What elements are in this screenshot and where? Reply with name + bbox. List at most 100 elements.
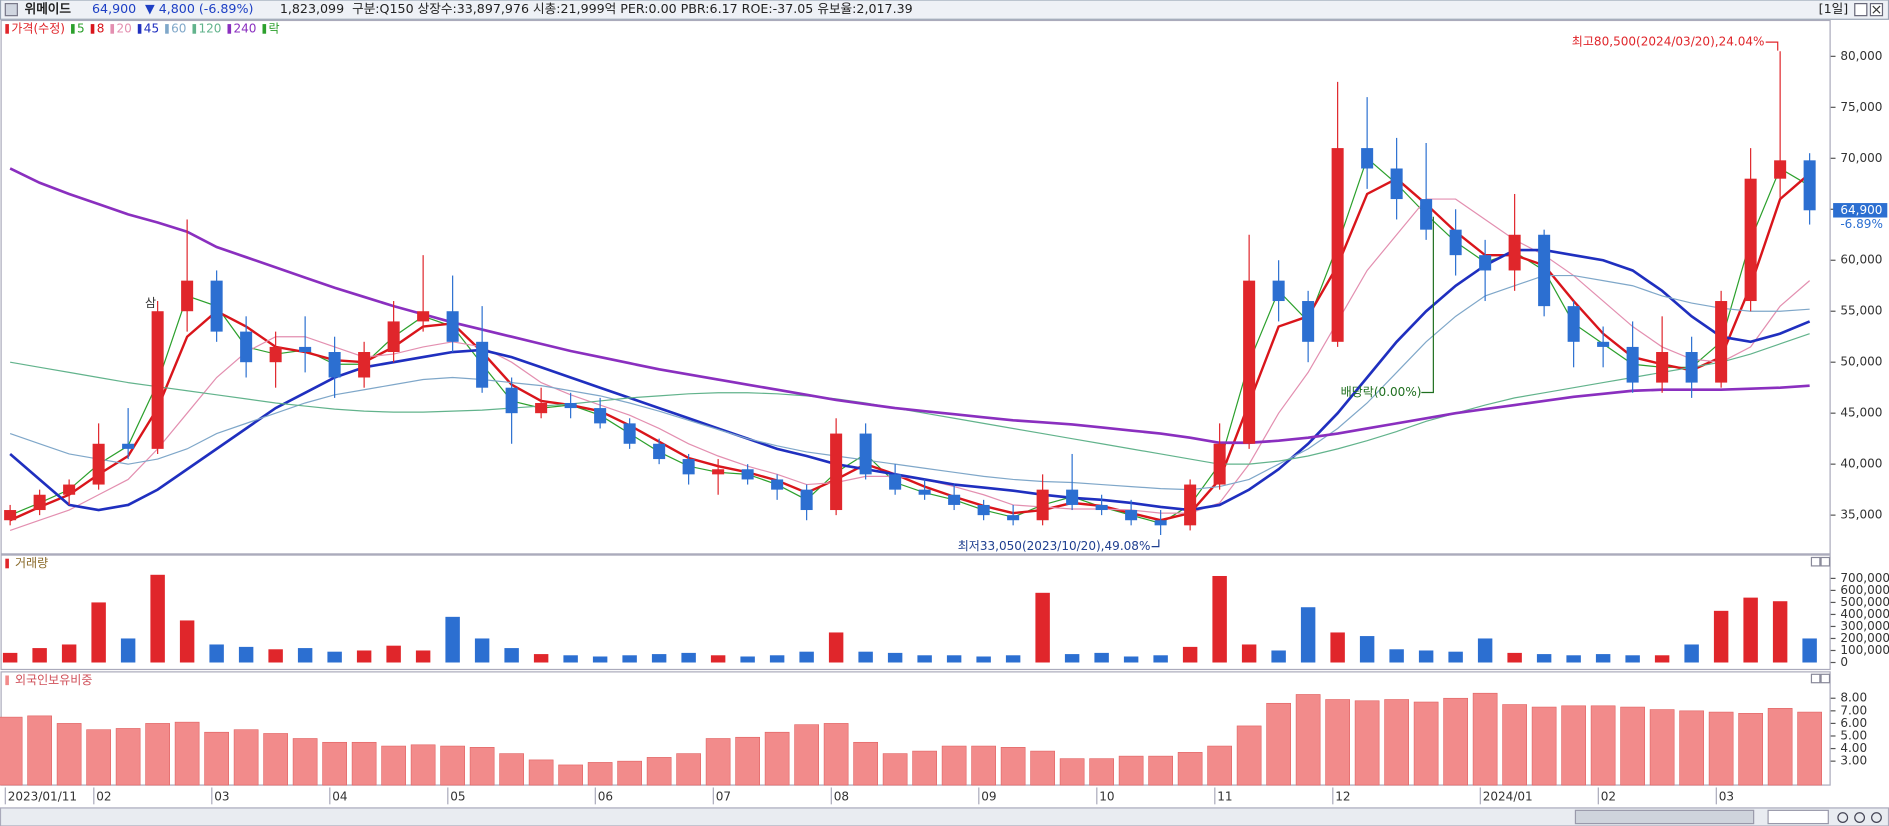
candle-body bbox=[446, 311, 459, 342]
period-button[interactable]: [1일] bbox=[1819, 1, 1849, 16]
scroll-thumb[interactable] bbox=[1574, 809, 1755, 825]
stock-change: ▼ 4,800 (-6.89%) bbox=[145, 1, 253, 16]
legend-label: 120 bbox=[199, 21, 222, 35]
y-tick-label: 40,000 bbox=[1840, 457, 1882, 471]
candle-body bbox=[417, 311, 430, 322]
candle-body bbox=[181, 280, 194, 312]
candle-body bbox=[505, 387, 518, 414]
bar bbox=[0, 716, 23, 786]
stock-info: 구분:Q150 상장수:33,897,976 시총:21,999억 PER:0.… bbox=[352, 1, 913, 16]
y-tick-label: 300,000 bbox=[1840, 619, 1889, 633]
legend-swatch bbox=[262, 24, 267, 34]
candle-body bbox=[328, 352, 341, 378]
y-tick-label: 200,000 bbox=[1840, 631, 1889, 645]
zoom-reset[interactable] bbox=[1871, 812, 1882, 823]
candle-body bbox=[1213, 443, 1226, 485]
bar bbox=[1005, 655, 1021, 663]
legend-swatch bbox=[90, 24, 95, 34]
panel-button[interactable] bbox=[1810, 556, 1821, 567]
bar bbox=[381, 745, 406, 786]
bar bbox=[1241, 644, 1257, 663]
y-tick-label: 4.00 bbox=[1840, 741, 1867, 755]
zoom-out[interactable] bbox=[1837, 812, 1849, 823]
restore-button[interactable] bbox=[1854, 3, 1868, 17]
candle-body bbox=[1243, 280, 1256, 444]
x-tick-label: 09 bbox=[981, 790, 996, 804]
y-tick-label: 3.00 bbox=[1840, 754, 1867, 768]
candle-body bbox=[1538, 234, 1551, 307]
y-tick-label: 80,000 bbox=[1840, 49, 1882, 63]
candle-body bbox=[210, 280, 223, 332]
bar bbox=[1566, 655, 1581, 663]
bar bbox=[504, 648, 519, 663]
bar bbox=[1654, 655, 1670, 663]
x-tick-label: 2023/01/11 bbox=[8, 790, 77, 804]
x-tick-label: 05 bbox=[450, 790, 465, 804]
bar bbox=[1295, 694, 1321, 786]
bar bbox=[327, 651, 342, 663]
y-tick-label: 75,000 bbox=[1840, 100, 1882, 114]
last-price-label: 64,900 bbox=[1840, 203, 1882, 217]
candle-body bbox=[358, 352, 371, 378]
candle-body bbox=[1803, 160, 1816, 211]
bar bbox=[1797, 711, 1822, 786]
panel-button[interactable] bbox=[1810, 673, 1821, 684]
bar bbox=[32, 648, 47, 663]
bar bbox=[1595, 654, 1611, 663]
candle-body bbox=[1331, 148, 1344, 342]
zoom-slider[interactable] bbox=[1767, 809, 1829, 825]
bar bbox=[853, 741, 878, 786]
moving-average-line bbox=[9, 274, 1810, 491]
zoom-in[interactable] bbox=[1854, 812, 1866, 823]
x-tick-label: 10 bbox=[1099, 790, 1114, 804]
legend-swatch bbox=[165, 24, 169, 34]
y-tick-label: 60,000 bbox=[1840, 253, 1882, 267]
bar bbox=[1472, 692, 1498, 786]
bar bbox=[764, 731, 790, 786]
candle-body bbox=[63, 484, 76, 495]
bar bbox=[263, 733, 288, 786]
bar bbox=[1708, 711, 1734, 786]
bar bbox=[268, 649, 283, 663]
candle-body bbox=[1036, 489, 1049, 521]
x-tick-label: 2024/01 bbox=[1483, 790, 1533, 804]
bar bbox=[1182, 646, 1198, 663]
candle-body bbox=[623, 423, 636, 444]
candle-body bbox=[830, 433, 843, 511]
bar bbox=[646, 757, 672, 786]
legend-swatch bbox=[227, 24, 232, 34]
candle-body bbox=[1508, 234, 1521, 271]
bar bbox=[769, 655, 785, 663]
bar bbox=[56, 723, 82, 786]
candle-body bbox=[240, 331, 253, 363]
menu-icon[interactable] bbox=[4, 3, 18, 17]
legend-label: 8 bbox=[97, 21, 105, 35]
legend-swatch bbox=[110, 24, 115, 34]
bar bbox=[1153, 655, 1168, 663]
panel-title: 거래량 bbox=[15, 556, 48, 570]
bar bbox=[1384, 699, 1409, 786]
y-tick-label: 70,000 bbox=[1840, 151, 1882, 165]
bar bbox=[1177, 752, 1203, 786]
candle-body bbox=[1154, 520, 1167, 526]
bar bbox=[1561, 705, 1586, 786]
x-tick-label: 03 bbox=[214, 790, 229, 804]
bar bbox=[971, 745, 996, 786]
bar bbox=[558, 764, 583, 786]
bar bbox=[1359, 636, 1375, 663]
candle-body bbox=[653, 443, 666, 460]
bar bbox=[1743, 597, 1758, 663]
annotation-arrow bbox=[1765, 41, 1779, 51]
bar bbox=[946, 655, 962, 663]
bar bbox=[1271, 650, 1286, 663]
candle-body bbox=[1774, 160, 1787, 179]
bar bbox=[61, 644, 77, 663]
bar bbox=[1684, 644, 1699, 663]
panel-button[interactable] bbox=[1820, 556, 1831, 567]
panel-button[interactable] bbox=[1820, 673, 1831, 684]
bar bbox=[1123, 656, 1139, 663]
legend-swatch bbox=[5, 24, 9, 34]
bar bbox=[1536, 654, 1552, 663]
bar bbox=[469, 747, 495, 786]
